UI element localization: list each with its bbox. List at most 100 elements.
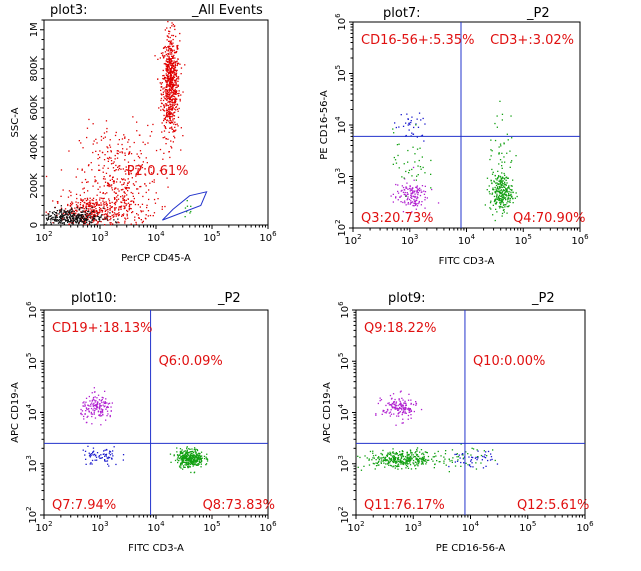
data-point [423,457,425,459]
data-point [501,191,503,193]
data-point [499,100,501,102]
data-point [397,463,400,465]
data-point [409,408,411,411]
data-point [59,211,61,214]
data-point [172,101,174,104]
data-point [180,459,182,461]
data-point [174,103,176,105]
data-point [89,221,91,223]
data-point [169,85,171,87]
data-point [137,204,139,206]
data-point [414,204,417,206]
data-point [77,216,80,219]
data-point [103,185,105,187]
data-point [399,459,401,461]
data-point [410,192,412,194]
data-point [133,159,136,162]
data-point [93,217,95,220]
data-point [166,112,168,114]
data-point [410,189,413,191]
data-point [85,209,88,212]
data-point [500,186,502,188]
data-point [96,204,98,207]
data-point [136,130,138,132]
data-point [389,462,391,464]
data-point [417,463,420,465]
data-point [67,210,69,212]
data-point [89,208,91,210]
data-point [137,173,139,176]
data-point [384,411,386,414]
data-point [172,118,174,120]
data-point [177,454,179,456]
data-point [174,66,177,69]
data-point [168,113,170,115]
data-point [384,457,386,459]
x-tick-label-exp: 4 [160,230,165,238]
data-point [137,155,140,158]
data-point [139,206,141,208]
data-point [169,81,171,83]
data-point [423,193,426,195]
data-point [124,170,126,172]
data-point [410,468,413,470]
data-point [189,212,191,214]
x-tick-label-exp: 5 [527,233,531,241]
data-point [177,110,179,112]
data-point [168,59,171,61]
data-point [514,197,516,199]
data-point [52,200,54,202]
data-point [398,415,400,417]
data-point [175,75,178,77]
data-point [401,397,403,399]
data-point [99,415,101,417]
data-point [506,133,508,135]
data-point [151,172,153,174]
x-tick-label-exp: 6 [589,520,594,528]
data-point [170,48,172,51]
data-point [56,220,58,222]
data-point [77,205,79,207]
data-point [380,457,383,459]
data-point [408,187,411,190]
data-point [88,411,90,413]
data-point [76,219,79,221]
data-point [104,136,106,138]
data-point [499,191,501,193]
data-point [396,407,398,409]
data-point [503,190,505,192]
data-point [85,458,87,460]
data-point [169,94,171,96]
data-point [110,217,112,220]
data-point [83,222,85,224]
data-point [451,449,454,451]
data-point [62,218,64,221]
data-point [411,187,414,189]
data-point [139,186,141,188]
data-point [119,165,121,167]
data-point [169,68,171,70]
data-point [498,146,500,148]
data-point [123,134,125,136]
data-point [471,462,473,464]
data-point [195,460,197,462]
data-point [417,460,419,462]
data-point [81,199,83,201]
data-point [120,206,122,209]
data-point [166,104,168,106]
data-point [387,402,389,405]
data-point [170,77,173,79]
data-point [407,196,409,198]
data-point [127,198,129,200]
data-point [397,409,400,411]
data-point [391,407,393,409]
data-point [417,126,420,128]
data-point [195,464,197,466]
data-point [102,207,105,209]
data-point [105,453,108,455]
data-point [168,77,170,79]
data-point [50,223,52,225]
data-point [424,199,426,201]
data-point [401,409,403,411]
data-point [416,189,419,191]
